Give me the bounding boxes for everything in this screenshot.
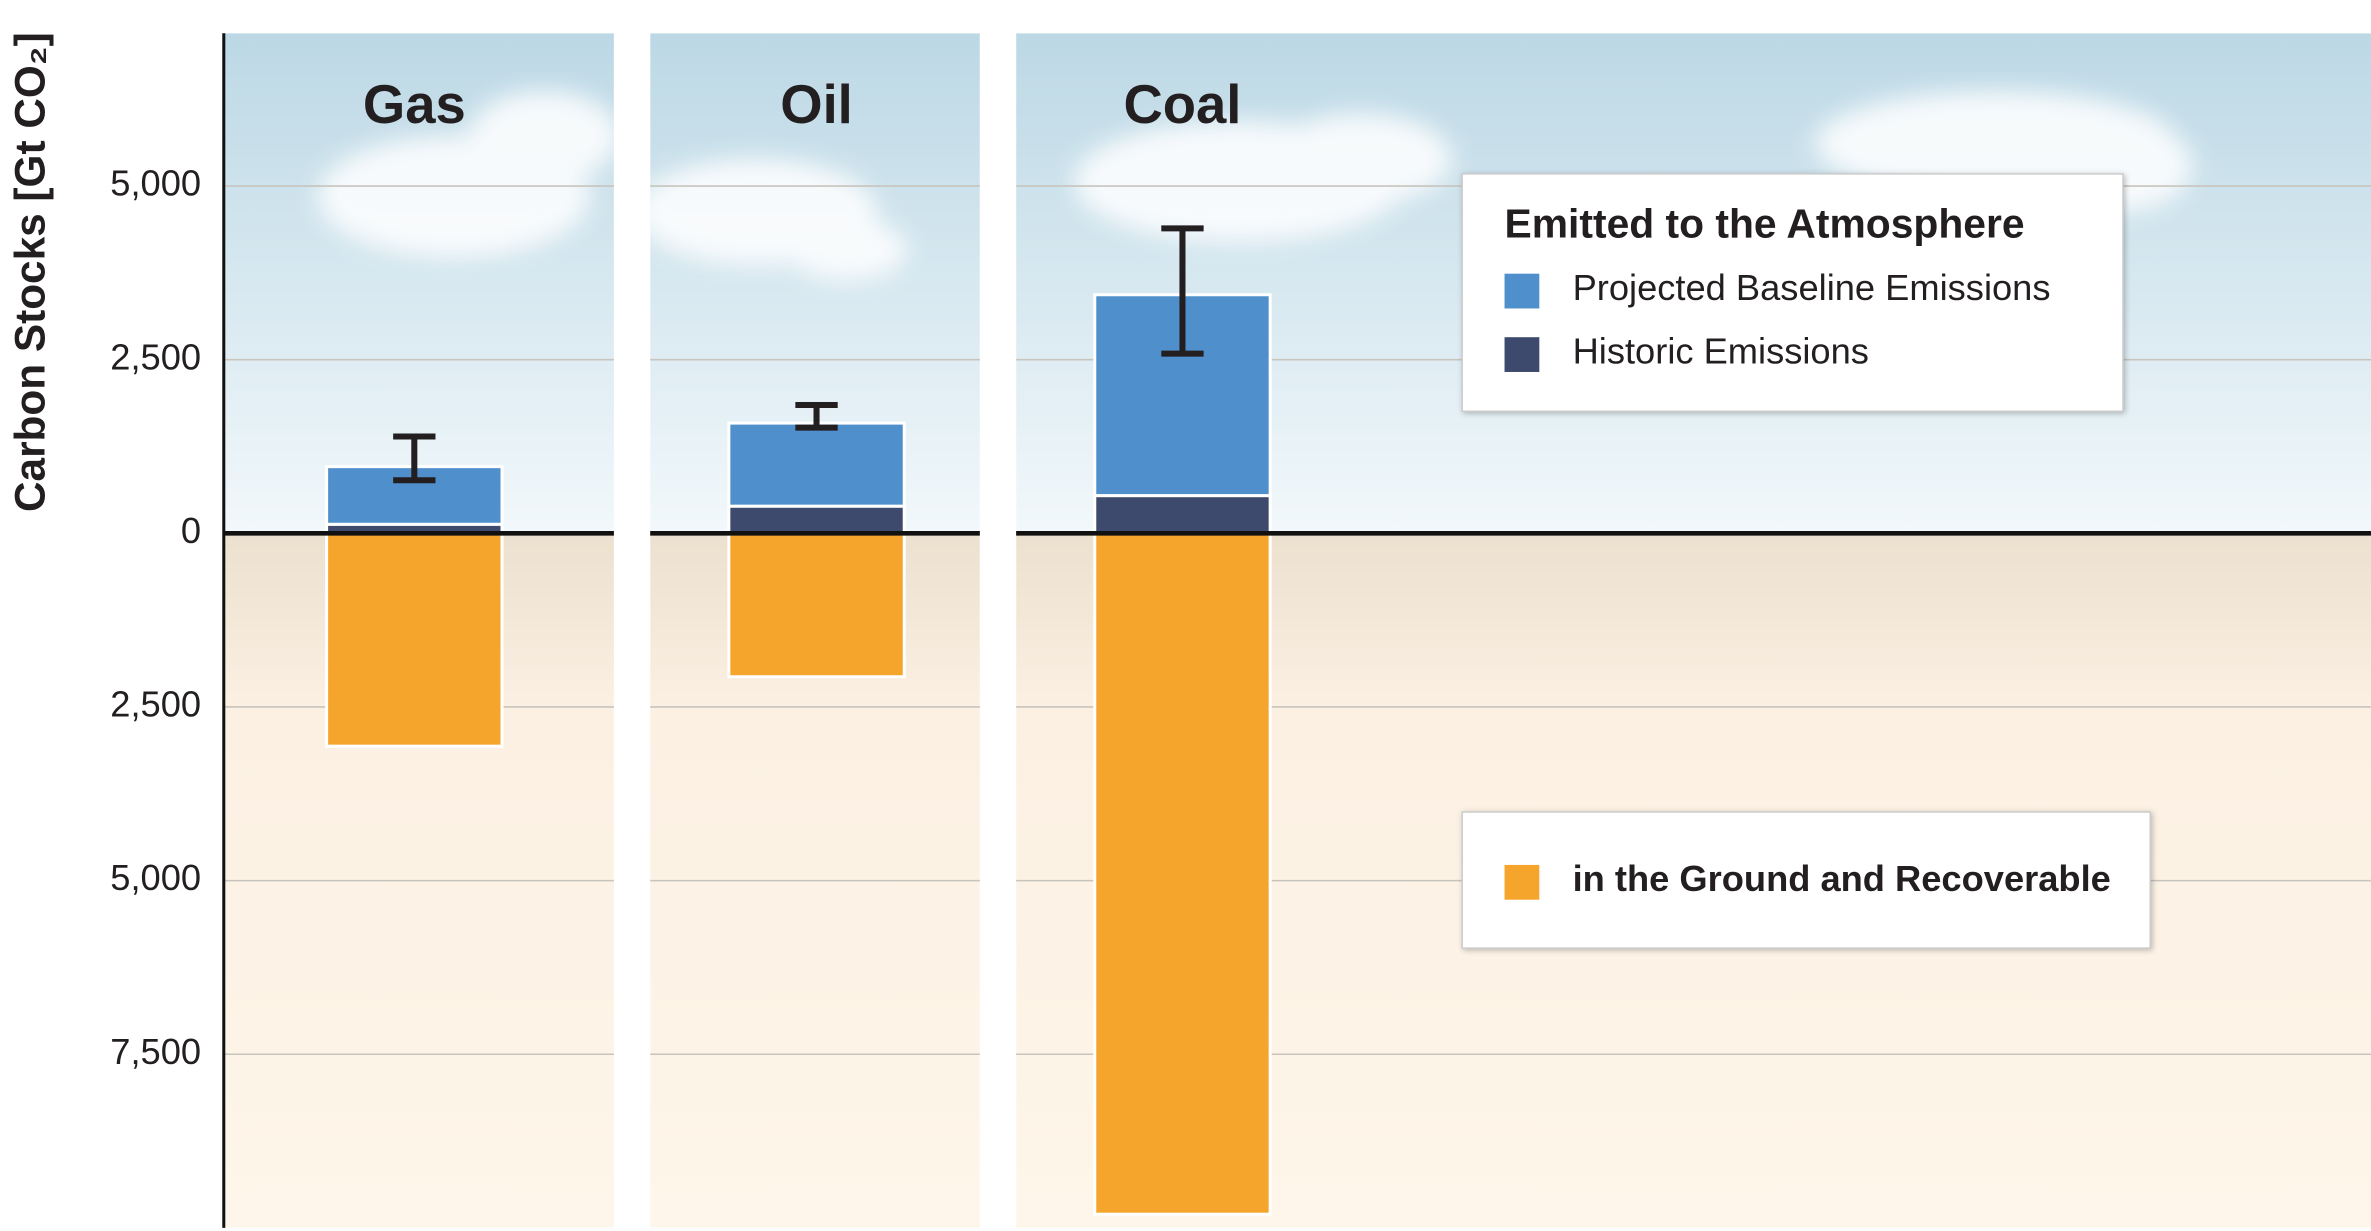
y-tick-label: 5,000 — [110, 163, 201, 204]
error-bar — [393, 433, 436, 484]
bar-segment — [727, 504, 906, 535]
legend-swatch — [1504, 273, 1540, 309]
category-label: Coal — [1123, 74, 1241, 135]
y-tick-label: 0 — [181, 510, 201, 551]
y-axis-title: Carbon Stocks [Gt CO₂] — [6, 32, 53, 512]
category-label: Gas — [363, 74, 466, 135]
legend-label: Projected Baseline Emissions — [1573, 267, 2051, 308]
cloud — [1270, 113, 1452, 205]
y-tick-label: 7,500 — [110, 1031, 201, 1072]
cloud — [786, 219, 908, 280]
panel-gap — [613, 0, 651, 1231]
y-tick-label: 2,500 — [110, 336, 201, 377]
y-tick-label: 2,500 — [110, 684, 201, 725]
legend-label: in the Ground and Recoverable — [1573, 858, 2111, 899]
legend-label: Historic Emissions — [1573, 330, 1869, 371]
cloud — [468, 90, 620, 182]
legend-title: Emitted to the Atmosphere — [1505, 201, 2025, 247]
legend-swatch — [1504, 864, 1540, 900]
bar-segment — [1093, 531, 1272, 1216]
bar-segment — [727, 531, 906, 679]
clouds — [317, 90, 2193, 280]
panel-gap — [979, 0, 1017, 1231]
panel-gap — [0, 0, 2371, 34]
legend-swatch — [1504, 337, 1540, 372]
category-label: Oil — [780, 74, 853, 135]
y-tick-label: 5,000 — [110, 857, 201, 898]
legend-box — [1461, 811, 2151, 949]
bar-segment — [727, 421, 906, 508]
bar-segment — [1093, 494, 1272, 535]
bar-segment — [325, 531, 504, 748]
error-bar — [1161, 225, 1204, 357]
legend-box — [1461, 173, 2124, 413]
error-bar — [795, 401, 838, 431]
